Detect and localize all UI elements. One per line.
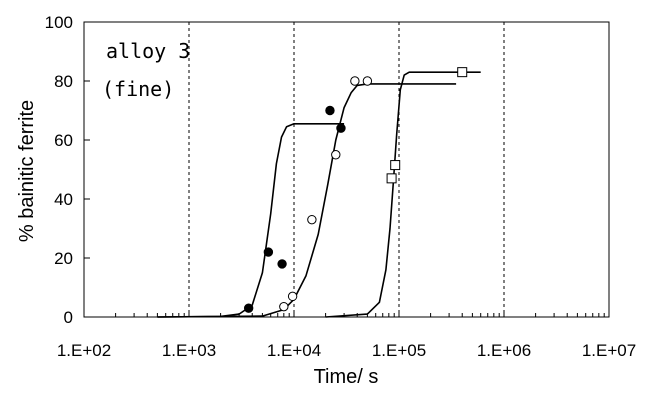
data-point-open-circle [350,76,360,86]
y-tick-label: 60 [54,131,73,150]
grid-lines [188,22,505,317]
x-tick-label: 1.E+03 [162,341,216,360]
data-point-filled-circle [336,123,346,133]
data-point-filled-circle [277,259,287,269]
x-tick-label: 1.E+02 [57,341,111,360]
y-tick-label: 40 [54,190,73,209]
tick-labels: 1.E+02 1.E+03 1.E+04 1.E+05 1.E+06 1.E+07 0 20 4… [45,13,637,360]
data-point-filled-circle [243,303,254,313]
x-tick-label: 1.E+05 [372,341,426,360]
data-point-open-square [386,173,397,184]
data-point-open-circle [287,291,298,302]
y-tick-label: 80 [54,72,73,91]
y-tick-label: 100 [45,13,73,32]
x-tick-label: 1.E+04 [267,341,321,360]
fit-curve-3 [325,71,481,318]
plot-frame [83,21,610,318]
data-point-open-circle [362,76,373,86]
y-axis-label: % bainitic ferrite [16,100,38,242]
data-point-filled-circle [263,247,274,257]
x-tick-label: 1.E+06 [477,341,531,360]
axes [83,21,610,318]
fit-curves [157,71,481,318]
data-point-filled-circle [325,105,335,116]
x-tick-label: 1.E+07 [582,341,636,360]
data-point-open-circle [307,214,317,225]
y-tick-label: 20 [54,249,73,268]
fit-curve-2 [157,83,457,318]
data-point-open-circle [331,150,341,160]
x-axis-label: Time/ s [314,366,379,388]
data-point-open-square [457,67,468,78]
annotation-fine: (fine) [102,77,174,101]
annotation-alloy: alloy 3 [106,39,190,63]
fit-curve-1 [157,123,345,318]
data-point-open-circle [279,301,289,312]
data-points [243,67,468,313]
y-tick-label: 0 [64,308,73,327]
data-point-open-square [390,160,401,171]
